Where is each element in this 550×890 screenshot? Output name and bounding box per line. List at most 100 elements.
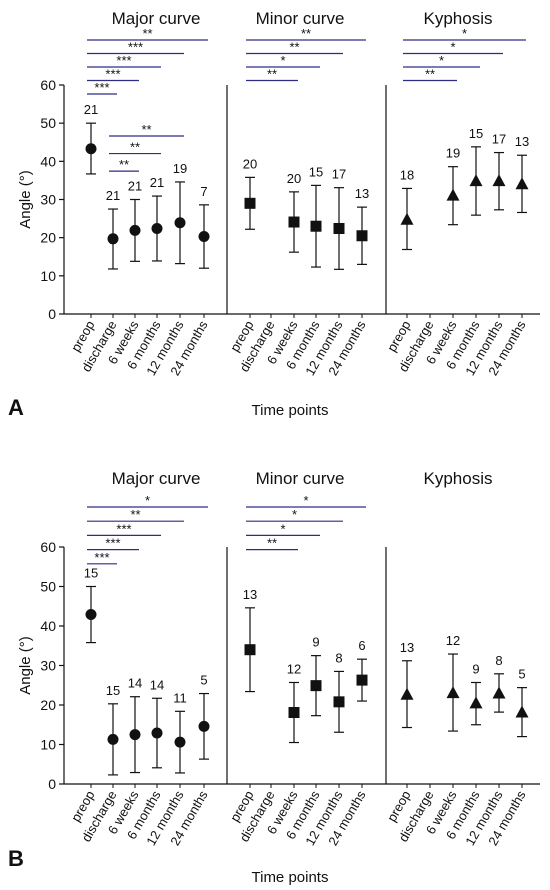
data-point bbox=[446, 686, 460, 699]
n-label: 9 bbox=[472, 661, 479, 676]
n-label: 15 bbox=[106, 683, 120, 698]
significance-label: ** bbox=[141, 122, 151, 137]
n-label: 19 bbox=[446, 146, 460, 161]
n-label: 21 bbox=[84, 102, 98, 117]
data-point bbox=[310, 220, 322, 232]
significance-label: ** bbox=[130, 140, 140, 155]
significance-label: ** bbox=[267, 67, 277, 82]
n-label: 5 bbox=[200, 673, 207, 688]
n-label: 13 bbox=[243, 587, 257, 602]
data-point bbox=[469, 174, 483, 187]
y-tick-label: 10 bbox=[40, 737, 56, 753]
significance-label: * bbox=[450, 40, 455, 55]
data-point bbox=[446, 188, 460, 201]
y-tick-label: 30 bbox=[40, 192, 56, 208]
y-tick-label: 10 bbox=[40, 268, 56, 284]
significance-label: * bbox=[280, 53, 285, 68]
data-point bbox=[400, 687, 414, 700]
group-title: Kyphosis bbox=[424, 9, 493, 28]
y-tick-label: 50 bbox=[40, 579, 56, 595]
data-point bbox=[469, 696, 483, 709]
data-point bbox=[174, 736, 186, 748]
data-point bbox=[198, 720, 210, 732]
y-tick-label: 30 bbox=[40, 658, 56, 674]
data-point bbox=[151, 727, 163, 739]
data-point bbox=[129, 224, 141, 236]
significance-label: *** bbox=[105, 536, 120, 551]
data-point bbox=[356, 230, 368, 242]
y-tick-label: 50 bbox=[40, 115, 56, 131]
data-point bbox=[85, 143, 97, 155]
significance-label: *** bbox=[128, 40, 143, 55]
data-point bbox=[333, 223, 345, 235]
significance-label: *** bbox=[105, 67, 120, 82]
significance-label: *** bbox=[94, 550, 109, 565]
data-point bbox=[174, 217, 186, 229]
data-point bbox=[244, 644, 256, 656]
n-label: 21 bbox=[150, 175, 164, 190]
n-label: 21 bbox=[106, 188, 120, 203]
significance-label: ** bbox=[119, 157, 129, 172]
significance-label: ** bbox=[301, 26, 311, 41]
data-point bbox=[244, 197, 256, 209]
data-point bbox=[107, 733, 119, 745]
group-title: Minor curve bbox=[256, 9, 345, 28]
significance-label: *** bbox=[94, 80, 109, 95]
n-label: 9 bbox=[312, 635, 319, 650]
n-label: 14 bbox=[150, 677, 164, 692]
group-title: Major curve bbox=[112, 469, 201, 488]
x-axis-label: Time points bbox=[252, 402, 329, 419]
n-label: 15 bbox=[469, 126, 483, 141]
y-tick-label: 20 bbox=[40, 697, 56, 713]
y-tick-label: 60 bbox=[40, 539, 56, 555]
n-label: 8 bbox=[335, 650, 342, 665]
significance-label: *** bbox=[116, 521, 131, 536]
data-point bbox=[198, 231, 210, 243]
significance-label: * bbox=[292, 507, 297, 522]
data-point bbox=[515, 177, 529, 190]
group-title: Kyphosis bbox=[424, 469, 493, 488]
y-tick-label: 40 bbox=[40, 618, 56, 634]
significance-label: * bbox=[145, 493, 150, 508]
data-point bbox=[310, 680, 322, 692]
y-tick-label: 60 bbox=[40, 77, 56, 93]
data-point bbox=[288, 707, 300, 719]
n-label: 8 bbox=[495, 653, 502, 668]
y-tick-label: 0 bbox=[48, 776, 56, 792]
panel-a: 0 10 20 30 40 50 60 Angle (°) Time points A Major … bbox=[8, 9, 540, 420]
significance-label: ** bbox=[130, 507, 140, 522]
data-point bbox=[85, 609, 97, 621]
n-label: 12 bbox=[287, 661, 301, 676]
significance-label: * bbox=[439, 53, 444, 68]
n-label: 21 bbox=[128, 179, 142, 194]
n-label: 11 bbox=[173, 690, 187, 705]
significance-label: ** bbox=[425, 67, 435, 82]
y-tick-label: 20 bbox=[40, 230, 56, 246]
n-label: 19 bbox=[173, 161, 187, 176]
significance-label: * bbox=[303, 493, 308, 508]
significance-label: ** bbox=[142, 26, 152, 41]
data-point bbox=[151, 223, 163, 235]
data-point bbox=[356, 674, 368, 686]
significance-label: ** bbox=[289, 40, 299, 55]
significance-label: ** bbox=[267, 536, 277, 551]
panel-letter: B bbox=[8, 846, 24, 871]
n-label: 15 bbox=[84, 566, 98, 581]
data-point bbox=[129, 729, 141, 741]
n-label: 15 bbox=[309, 164, 323, 179]
n-label: 17 bbox=[492, 132, 506, 147]
panel-letter: A bbox=[8, 395, 24, 420]
n-label: 12 bbox=[446, 633, 460, 648]
data-point bbox=[400, 212, 414, 225]
n-label: 6 bbox=[358, 638, 365, 653]
data-point bbox=[492, 174, 506, 187]
n-label: 13 bbox=[355, 186, 369, 201]
n-label: 20 bbox=[243, 156, 257, 171]
significance-label: * bbox=[462, 26, 467, 41]
significance-label: *** bbox=[116, 53, 131, 68]
